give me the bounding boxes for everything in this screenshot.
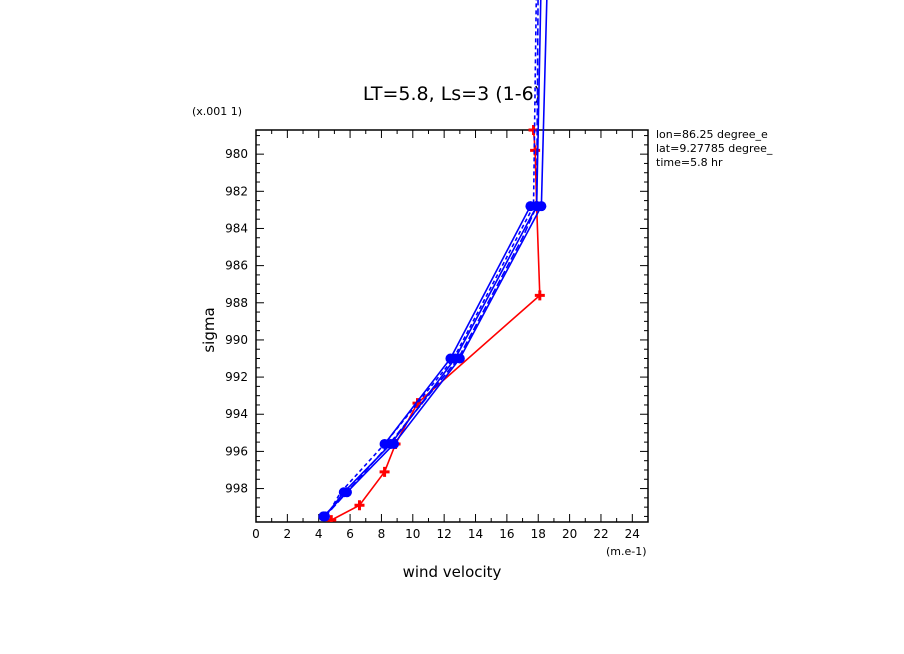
- x-tick-label: 4: [315, 527, 323, 541]
- series-4: [325, 0, 538, 517]
- axis-ticks: 0 2 4 6 8 10 12 14 16 18 20 22 249809829849869889909…: [225, 130, 649, 541]
- x-tick-label: 10: [405, 527, 420, 541]
- series-3: [379, 201, 536, 449]
- info-time: time=5.8 hr: [656, 156, 723, 169]
- series-line: [324, 0, 542, 517]
- x-tick-label: 14: [468, 527, 483, 541]
- y-tick-label: 984: [225, 221, 248, 235]
- x-tick-label: 2: [284, 527, 292, 541]
- y-tick-label: 998: [225, 482, 248, 496]
- y-tick-label: 990: [225, 333, 248, 347]
- series-layer: [318, 0, 548, 522]
- y-unit-label: (x.001 1): [192, 105, 242, 118]
- series-line: [330, 129, 541, 521]
- point-marker: [445, 353, 456, 364]
- point-marker: [338, 487, 349, 498]
- info-lat: lat=9.27785 degree_: [656, 142, 773, 155]
- series-0: [326, 125, 545, 522]
- y-tick-label: 996: [225, 444, 248, 458]
- series-5: [324, 0, 539, 517]
- x-tick-label: 24: [625, 527, 640, 541]
- y-tick-label: 986: [225, 259, 248, 273]
- x-tick-label: 6: [346, 527, 354, 541]
- x-unit-label: (m.e-1): [606, 545, 647, 558]
- point-marker: [534, 290, 545, 301]
- y-tick-label: 982: [225, 184, 248, 198]
- y-axis-label: sigma: [200, 307, 218, 352]
- series-1: [318, 0, 548, 522]
- x-tick-label: 20: [562, 527, 577, 541]
- x-tick-label: 16: [499, 527, 514, 541]
- series-line: [322, 0, 548, 517]
- y-tick-label: 994: [225, 407, 248, 421]
- x-tick-label: 22: [593, 527, 608, 541]
- y-tick-label: 980: [225, 147, 248, 161]
- x-tick-label: 8: [378, 527, 386, 541]
- x-axis-label: wind velocity: [403, 563, 502, 581]
- plot-frame: [255, 129, 649, 523]
- y-tick-label: 992: [225, 370, 248, 384]
- info-block: lon=86.25 degree_e lat=9.27785 degree_ t…: [656, 128, 773, 169]
- x-tick-label: 18: [531, 527, 546, 541]
- x-tick-label: 12: [437, 527, 452, 541]
- chart-title: LT=5.8, Ls=3 (1-6): [363, 83, 541, 105]
- series-line: [324, 0, 539, 517]
- point-marker: [379, 466, 390, 477]
- point-marker: [354, 500, 365, 511]
- series-2: [319, 0, 542, 522]
- x-tick-label: 0: [252, 527, 260, 541]
- y-tick-label: 988: [225, 296, 248, 310]
- series-line: [325, 0, 538, 517]
- series-line: [383, 205, 532, 445]
- info-lon: lon=86.25 degree_e: [656, 128, 768, 141]
